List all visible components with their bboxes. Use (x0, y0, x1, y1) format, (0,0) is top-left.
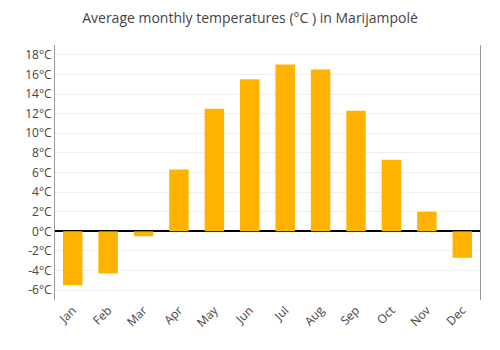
svg-text:Aug: Aug (300, 302, 328, 330)
svg-text:Jun: Jun (231, 302, 256, 327)
svg-text:14°C: 14°C (25, 85, 52, 102)
svg-text:Feb: Feb (89, 302, 115, 328)
svg-text:-4°C: -4°C (28, 262, 52, 279)
svg-text:Dec: Dec (442, 302, 469, 329)
svg-text:2°C: 2°C (32, 203, 52, 220)
svg-text:May: May (193, 301, 222, 330)
svg-text:8°C: 8°C (32, 144, 52, 161)
svg-text:-6°C: -6°C (28, 281, 52, 298)
svg-text:Jul: Jul (270, 302, 292, 324)
svg-text:12°C: 12°C (25, 105, 52, 122)
svg-text:18°C: 18°C (25, 46, 52, 63)
svg-text:Sep: Sep (336, 302, 363, 329)
svg-text:-2°C: -2°C (28, 242, 52, 259)
svg-text:16°C: 16°C (25, 66, 52, 83)
svg-text:4°C: 4°C (32, 183, 52, 200)
svg-text:Oct: Oct (373, 302, 399, 328)
svg-text:Average monthly temperatures (: Average monthly temperatures (°C ) in Ma… (82, 8, 418, 27)
svg-text:Nov: Nov (406, 302, 434, 330)
svg-text:0°C: 0°C (32, 223, 52, 240)
svg-text:6°C: 6°C (32, 164, 52, 181)
svg-text:Apr: Apr (160, 302, 186, 328)
svg-text:Jan: Jan (55, 302, 80, 327)
svg-text:10°C: 10°C (25, 124, 52, 141)
svg-text:Mar: Mar (123, 302, 151, 330)
